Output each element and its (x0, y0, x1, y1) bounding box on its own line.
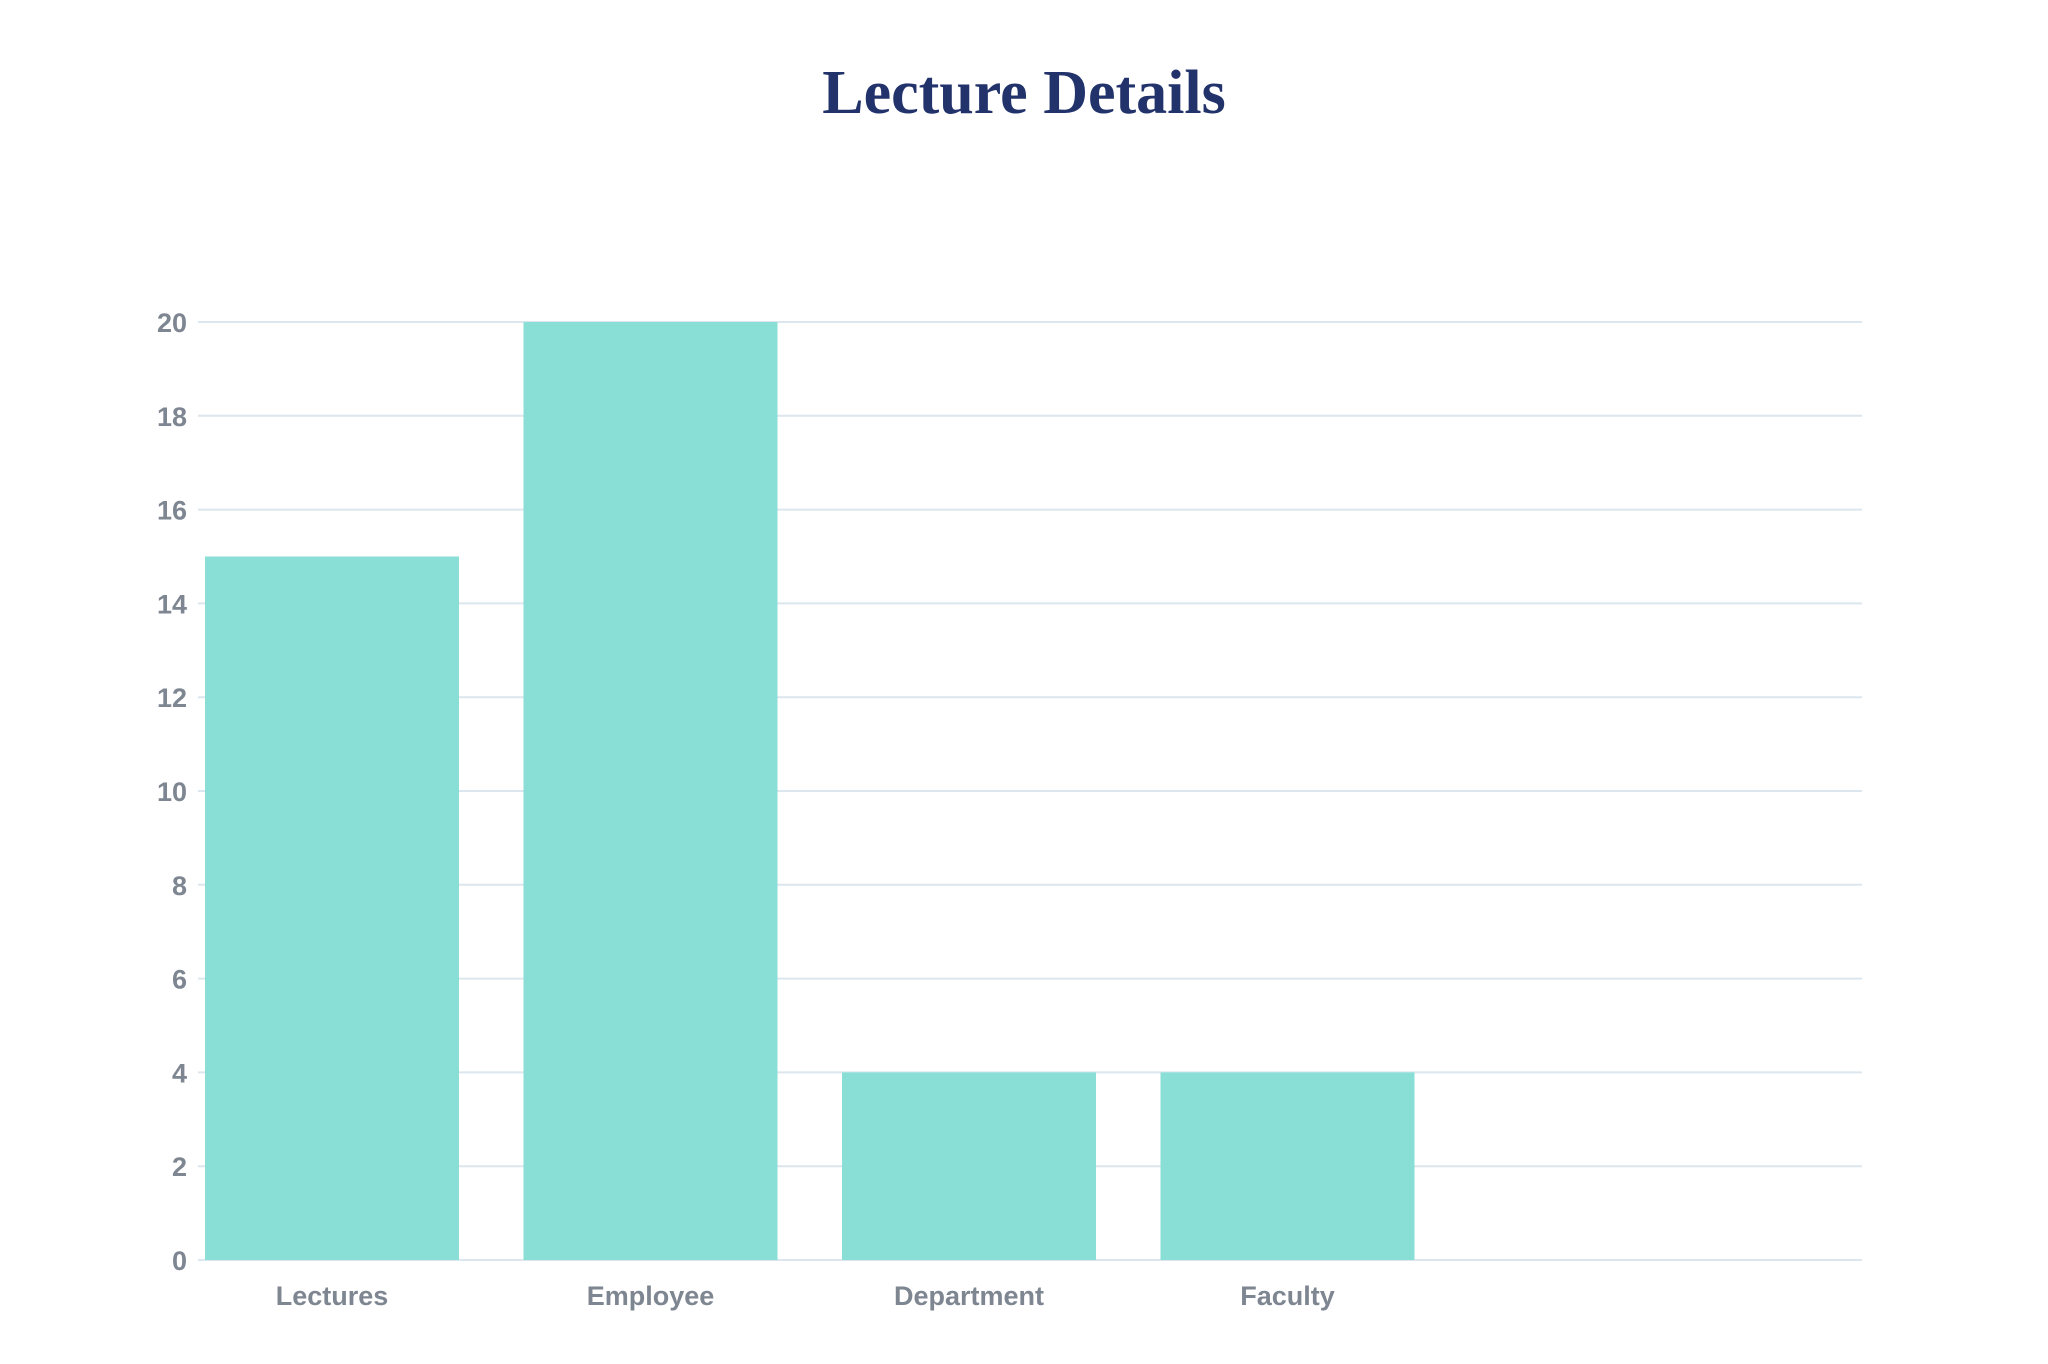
bar-faculty (1160, 1072, 1415, 1260)
y-tick-label: 12 (157, 683, 187, 713)
bars-layer (205, 322, 1415, 1260)
y-tick-label: 8 (172, 871, 187, 901)
y-tick-label: 6 (172, 965, 187, 995)
chart-title: Lecture Details (822, 59, 1226, 127)
y-tick-label: 16 (157, 496, 187, 526)
bar-department (842, 1072, 1096, 1260)
y-tick-label: 4 (172, 1058, 187, 1088)
x-axis: Lectures Employee Department Faculty (276, 1281, 1335, 1311)
y-tick-label: 20 (157, 308, 187, 338)
y-tick-label: 18 (157, 402, 187, 432)
x-category-label: Employee (587, 1281, 715, 1311)
y-axis: 0 2 4 6 8 10 12 14 16 18 20 (157, 308, 187, 1276)
x-category-label: Lectures (276, 1281, 389, 1311)
x-category-label: Faculty (1240, 1281, 1335, 1311)
bar-lectures (205, 556, 459, 1260)
y-tick-label: 0 (172, 1246, 187, 1276)
bar-employee (523, 322, 778, 1260)
x-category-label: Department (894, 1281, 1044, 1311)
y-tick-label: 2 (172, 1152, 187, 1182)
y-tick-label: 14 (157, 589, 187, 619)
y-tick-label: 10 (157, 777, 187, 807)
